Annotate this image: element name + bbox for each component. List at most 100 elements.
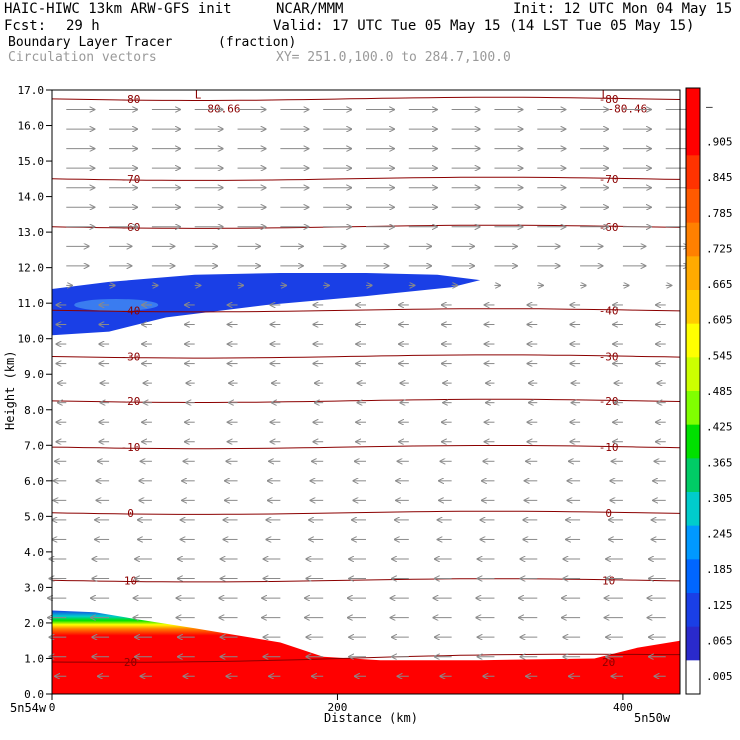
colorbar-swatch: [686, 424, 700, 459]
colorbar-label: .305: [706, 492, 733, 505]
colorbar-label: .905: [706, 135, 733, 148]
y-tick-label: 17.0: [18, 84, 45, 97]
y-tick-label: 4.0: [24, 546, 44, 559]
isotherm-label: -40: [599, 304, 619, 317]
y-tick-label: 10.0: [18, 333, 45, 346]
colorbar-label: .065: [706, 635, 733, 648]
extremum-marker: L: [195, 89, 202, 102]
y-tick-label: 13.0: [18, 226, 45, 239]
field-name: Boundary Layer Tracer: [8, 35, 173, 50]
y-tick-label: 0.0: [24, 688, 44, 701]
colorbar-label: .245: [706, 528, 733, 541]
colorbar-label: .725: [706, 242, 733, 255]
colorbar-label: .785: [706, 207, 733, 220]
isotherm-line: [51, 445, 681, 450]
forecast-label: Fcst:: [4, 18, 47, 34]
model-title: HAIC-HIWC 13km ARW-GFS init: [4, 1, 232, 17]
colorbar-swatch: [686, 290, 700, 325]
y-tick-label: 7.0: [24, 439, 44, 452]
isotherm-label: 20: [124, 656, 137, 669]
extremum-marker: L: [602, 89, 609, 102]
colorbar-swatch: [686, 593, 700, 628]
isotherm-line: [51, 176, 681, 181]
y-tick-label: 2.0: [24, 617, 44, 630]
x-tick-label: 0: [49, 701, 56, 714]
colorbar-swatch: [686, 525, 700, 560]
colorbar-label: .005: [706, 670, 733, 683]
y-tick-label: 1.0: [24, 652, 44, 665]
colorbar-label: .425: [706, 421, 733, 434]
tracer-plume-upper-outflow: [52, 273, 481, 336]
colorbar-label: .665: [706, 278, 733, 291]
y-tick-label: 11.0: [18, 297, 45, 310]
isotherm-label: -70: [599, 173, 619, 186]
colorbar-swatch: [686, 660, 700, 695]
isotherm-line: [51, 510, 681, 515]
colorbar-swatch: [686, 88, 700, 123]
colorbar-swatch: [686, 256, 700, 291]
field-units: (fraction): [218, 35, 297, 50]
y-tick-label: 15.0: [18, 155, 45, 168]
isotherm-label: 10: [124, 574, 137, 587]
isotherm-contours: -80 -80-70 -70-60 -60-40 -40-30 -30-20 -20-10-…: [51, 89, 681, 669]
isotherm-label: -30: [121, 350, 141, 363]
cross-section-endpoints: XY= 251.0,100.0 to 284.7,100.0: [276, 50, 511, 65]
colorbar-label: .125: [706, 599, 733, 612]
colorbar-label: .545: [706, 349, 733, 362]
colorbar-swatch: [686, 391, 700, 426]
left-end-label: 5n54w: [10, 701, 47, 715]
isotherm-line: [51, 653, 680, 663]
x-tick-label: 200: [328, 701, 348, 714]
right-end-label: 5n50w: [634, 711, 671, 725]
y-tick-label: 3.0: [24, 581, 44, 594]
colorbar-swatch: [686, 189, 700, 224]
y-tick-label: 8.0: [24, 404, 44, 417]
isotherm-label: -30: [599, 350, 619, 363]
y-axis-label: Height (km): [3, 351, 17, 430]
x-axis-label: Distance (km): [324, 711, 418, 725]
colorbar-swatch: [686, 492, 700, 527]
y-tick-label: 14.0: [18, 191, 45, 204]
isotherm-label: -40: [121, 304, 141, 317]
y-tick-label: 6.0: [24, 475, 44, 488]
colorbar-swatch: [686, 626, 700, 661]
isotherm-line: [51, 96, 681, 101]
isotherm-label: -20: [121, 395, 141, 408]
colorbar-label: .605: [706, 314, 733, 327]
forecast-hours: 29 h: [66, 18, 100, 34]
overlay-name: Circulation vectors: [8, 50, 157, 65]
init-time: Init: 12 UTC Mon 04 May 15: [513, 1, 733, 17]
colorbar-swatch: [686, 357, 700, 392]
org-label: NCAR/MMM: [276, 1, 344, 17]
isotherm-line: [51, 578, 681, 583]
colorbar-swatch: [686, 323, 700, 358]
y-tick-label: 16.0: [18, 120, 45, 133]
colorbar-swatch: [686, 458, 700, 493]
plot-frame: [51, 89, 681, 695]
isotherm-label: -80: [121, 93, 141, 106]
colorbar-label: –: [706, 100, 713, 113]
colorbar-swatch: [686, 121, 700, 156]
circulation-vectors: [48, 110, 694, 677]
isotherm-label: 10: [602, 574, 615, 587]
isotherm-line: [51, 398, 681, 403]
isotherm-label: 0: [127, 507, 134, 520]
tracer-plume-core: [74, 298, 159, 311]
y-tick-label: 9.0: [24, 368, 44, 381]
isotherm-label: 0: [605, 507, 612, 520]
isotherm-line: [51, 354, 681, 359]
isotherm-label: 20: [602, 656, 615, 669]
valid-time: Valid: 17 UTC Tue 05 May 15 (14 LST Tue …: [273, 18, 695, 34]
colorbar-label: .365: [706, 456, 733, 469]
axes: 0.0 1.0 2.0 3.0 4.0 5.0 6.0 7.0 8.0 9.0 10.0 11.0 12…: [18, 84, 681, 714]
isotherm-label: -10: [121, 441, 141, 454]
isotherm-label: -10: [599, 441, 619, 454]
plot-area: [52, 273, 680, 694]
isotherm-label: -80: [599, 93, 619, 106]
y-tick-label: 12.0: [18, 262, 45, 275]
x-tick-label: 400: [613, 701, 633, 714]
isotherm-line: [51, 308, 681, 313]
tracer-plume-boundary-layer: [52, 610, 680, 694]
colorbar-swatch: [686, 559, 700, 594]
